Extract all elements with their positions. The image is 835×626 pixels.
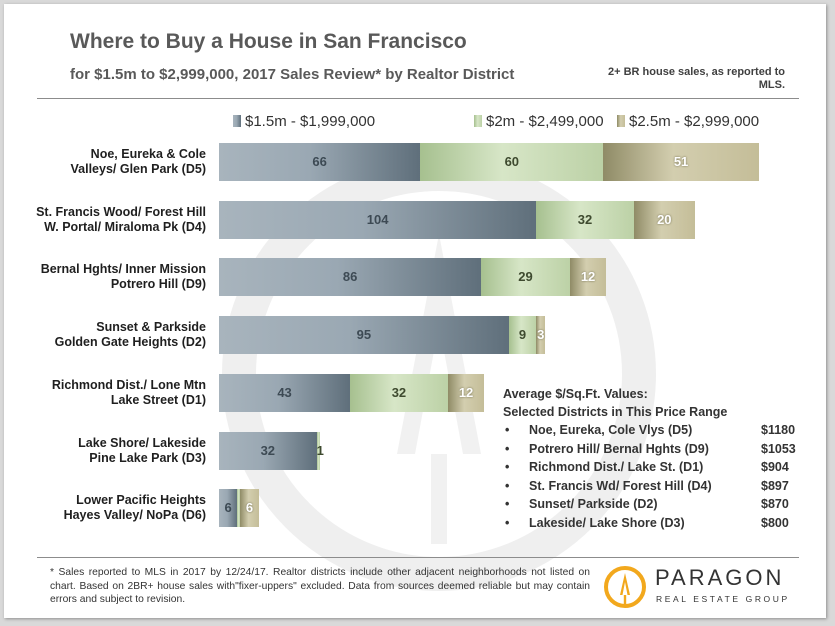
data-label: 6: [224, 500, 232, 516]
info-item-value: $1180: [761, 423, 796, 437]
info-item-name: Lakeside/ Lake Shore (D3): [529, 515, 685, 530]
data-label: 51: [673, 154, 689, 169]
category-label: St. Francis Wood/ Forest Hill W. Portal/ …: [36, 204, 206, 234]
bullet-icon: •: [505, 497, 510, 511]
info-heading-line1: Average $/Sq.Ft. Values:: [503, 387, 648, 401]
bar-segment: 20: [633, 200, 695, 239]
logo-tagline: REAL ESTATE GROUP: [656, 594, 790, 604]
bar-segment: 43: [219, 373, 351, 412]
category-label: Noe, Eureka & Cole Valleys/ Glen Park (D5…: [70, 147, 207, 176]
info-item-value: $904: [761, 460, 789, 474]
bullet-icon: •: [505, 460, 510, 474]
category-label: Sunset & Parkside Golden Gate Heights (D2…: [54, 320, 206, 350]
info-item: • Lakeside/ Lake Shore (D3) $800: [503, 514, 803, 533]
info-heading-line2: Selected Districts in This Price Range: [503, 405, 728, 419]
data-label: 6: [245, 500, 254, 516]
bar-segment: 86: [219, 258, 482, 297]
bar-segment: 1: [316, 431, 324, 470]
bar-segment: [237, 489, 241, 528]
bar-segment: 9: [508, 316, 537, 355]
info-item-name: Noe, Eureka, Cole Vlys (D5): [529, 423, 693, 437]
info-item: • Richmond Dist./ Lake St. (D1) $904: [503, 458, 803, 477]
data-label: 104: [366, 211, 389, 227]
paragon-logo-icon: [604, 566, 646, 608]
bullet-icon: •: [505, 441, 510, 456]
chart-note: 2+ BR house sales, as reported to MLS.: [608, 66, 785, 91]
info-item-name: Sunset/ Parkside (D2): [529, 497, 658, 511]
legend-item: $2m - $2,499,000: [474, 113, 604, 131]
bar-segment: 6: [240, 489, 259, 528]
data-label: 86: [342, 269, 358, 285]
chart-subtitle: for $1.5m to $2,999,000, 2017 Sales Revi…: [70, 66, 515, 83]
info-item: • Noe, Eureka, Cole Vlys (D5) $1180: [503, 421, 803, 440]
sqft-info-box: Average $/Sq.Ft. Values: Selected Distri…: [503, 385, 803, 532]
data-label: 3: [537, 327, 545, 343]
legend-swatch: [617, 115, 625, 127]
info-item: • Sunset/ Parkside (D2) $870: [503, 495, 803, 514]
bottom-divider: [37, 557, 799, 558]
category-label: Bernal Hghts/ Inner Mission Potrero Hill …: [40, 262, 206, 292]
data-label: 32: [577, 211, 593, 227]
info-item-value: $1053: [761, 441, 796, 456]
legend-label: $2m - $2,499,000: [486, 113, 604, 130]
legend-label: $1.5m - $1,999,000: [245, 113, 376, 130]
bullet-icon: •: [505, 515, 510, 530]
legend-label: $2.5m - $2,999,000: [629, 113, 760, 130]
bar-segment: 3: [536, 316, 546, 355]
logo-name: PARAGON: [655, 565, 785, 590]
bar-segment: 29: [481, 258, 570, 297]
footnote: * Sales reported to MLS in 2017 by 12/24…: [50, 567, 590, 605]
data-label: 43: [277, 384, 292, 400]
data-label: 32: [391, 384, 407, 400]
data-label: 95: [356, 327, 372, 343]
paragon-logo: PARAGON REAL ESTATE GROUP: [603, 565, 803, 610]
legend-item: $1.5m - $1,999,000: [233, 113, 375, 131]
data-label: 32: [260, 442, 276, 458]
bar-segment: 32: [536, 200, 634, 239]
data-label: 12: [580, 269, 596, 285]
bar-segment: 104: [219, 200, 537, 239]
bar-segment: 12: [569, 258, 607, 297]
data-label: 29: [518, 269, 533, 285]
chart-title: Where to Buy a House in San Francisco: [70, 30, 467, 53]
top-divider: [37, 98, 799, 99]
info-item-name: Richmond Dist./ Lake St. (D1): [529, 460, 704, 474]
bullet-icon: •: [505, 478, 510, 493]
bar-segment: 51: [603, 143, 759, 181]
info-item-value: $897: [761, 478, 789, 493]
data-label: 66: [312, 154, 327, 169]
data-label: 12: [458, 384, 474, 400]
bar-segment: 60: [420, 143, 604, 181]
info-item-value: $870: [761, 497, 789, 511]
data-label: 20: [657, 211, 672, 227]
info-item: • St. Francis Wd/ Forest Hill (D4) $897: [503, 477, 803, 496]
data-label: 9: [518, 327, 527, 343]
category-label: Lake Shore/ Lakeside Pine Lake Park (D3): [78, 435, 206, 465]
bar-segment: 95: [219, 316, 509, 355]
info-item: • Potrero Hill/ Bernal Hghts (D9) $1053: [503, 440, 803, 459]
bar-segment: 32: [219, 431, 317, 470]
bar-segment: 66: [219, 143, 421, 181]
data-label: 1: [317, 443, 324, 458]
bar-segment: 32: [350, 373, 448, 412]
bullet-icon: •: [505, 423, 510, 437]
legend-item: $2.5m - $2,999,000: [617, 113, 759, 131]
info-item-value: $800: [761, 515, 789, 530]
legend-swatch: [233, 115, 241, 127]
info-item-name: Potrero Hill/ Bernal Hghts (D9): [529, 441, 709, 456]
info-item-name: St. Francis Wd/ Forest Hill (D4): [529, 478, 712, 493]
bar-segment: 12: [447, 373, 485, 412]
legend-swatch: [474, 115, 482, 127]
category-label: Lower Pacific Heights Hayes Valley/ NoPa …: [63, 493, 206, 523]
category-label: Richmond Dist./ Lone Mtn Lake Street (D1): [51, 377, 206, 407]
bar-segment: 6: [219, 489, 238, 528]
data-label: 60: [504, 154, 520, 169]
